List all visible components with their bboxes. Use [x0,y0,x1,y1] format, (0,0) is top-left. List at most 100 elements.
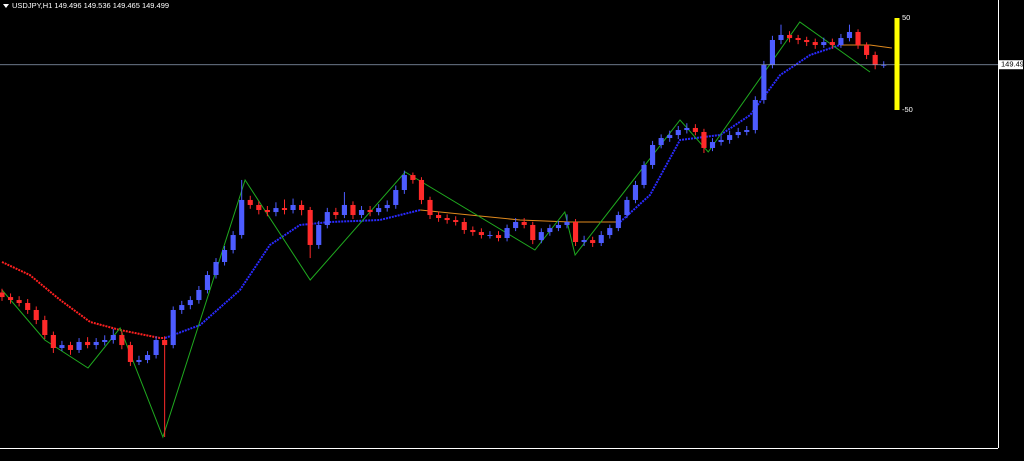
candle-body [744,130,750,132]
candle-body [281,208,288,211]
candle-body [273,208,279,213]
candle-body [393,190,399,205]
candle-body [709,142,716,148]
candle-body [170,309,176,346]
candle-body [624,199,630,216]
candle-body [127,345,133,362]
current-price-label: 149.499 [1001,60,1024,69]
candle-body [504,228,510,238]
candle-body [102,340,108,342]
candle-body [324,212,330,225]
overlay-line [420,209,621,223]
candle-body [855,31,861,46]
candle-body [410,175,416,180]
indicator-label: 50 [902,13,910,22]
candle-body [33,309,39,321]
candle-body [384,204,390,209]
candle-body [264,210,270,213]
candle-body [872,54,878,66]
candle-body [307,210,313,245]
candle-body [846,31,853,39]
candle-body [16,300,22,304]
candle-body [0,292,5,298]
candle-body [162,340,168,346]
candle-body [615,215,621,229]
candle-body [590,240,596,244]
current-price-box [999,60,1023,70]
candle-body [461,222,467,230]
candle-body [838,38,844,46]
candle-body [632,184,639,200]
candle-body [521,222,527,225]
candle-body [881,64,887,66]
candle-body [59,345,65,349]
indicator-label: -50 [902,105,913,114]
candle-body [692,127,698,132]
candle-body [718,139,724,143]
candle-body [650,144,656,165]
candle-body [85,341,91,346]
candle-body [256,204,262,211]
candle-body [290,204,296,211]
candle-body [401,175,407,191]
candle-body [641,164,647,185]
candle-body [316,224,322,245]
candle-body [829,42,835,46]
candle-body [196,289,202,301]
candle-body [581,240,587,242]
candle-body [7,297,14,301]
candle-body [864,45,870,55]
candle-body [341,204,347,216]
candle-body [299,204,305,211]
candle-body [667,135,673,139]
candle-body [795,38,801,40]
candle-body [25,303,31,310]
candle-body [213,261,219,276]
candle-body [239,199,245,236]
candle-body [495,235,502,238]
candle-body [93,341,99,346]
candle-body [119,335,125,346]
candle-body [735,131,741,136]
chart-title: USDJPY,H1 149.496 149.536 149.465 149.49… [12,1,169,10]
candle-body [179,305,185,310]
candle-body [222,249,228,262]
overlay-line [840,44,892,49]
candle-body [453,220,459,223]
candle-body [230,235,236,250]
candle-body [564,222,570,225]
candle-body [427,199,433,216]
candle-body [778,34,784,40]
candle-body [76,341,82,350]
candle-body [701,131,707,148]
candle-body [769,39,776,66]
overlay-line [1,261,166,339]
candle-body [804,39,810,43]
candle-body [42,320,48,336]
candle-body [607,228,613,236]
candle-body [350,204,356,216]
candle-body [727,135,733,140]
candle-body [358,210,365,216]
candle-body [110,335,116,341]
candle-body [444,218,450,221]
overlay-line [1,21,871,439]
candle-body [436,215,442,219]
candle-body [333,212,339,216]
candle-body [572,222,579,242]
overlay-line [164,209,421,339]
candle-body [530,224,536,241]
candle-body [658,138,664,145]
candle-body [478,232,484,236]
candle-body [144,354,151,361]
candle-body [136,360,142,362]
candle-body [470,229,476,233]
candle-body [752,99,758,131]
candle-body [675,130,681,136]
candle-body [786,34,793,39]
candle-body [555,224,561,229]
axes-layer: 149.499 [999,60,1024,70]
